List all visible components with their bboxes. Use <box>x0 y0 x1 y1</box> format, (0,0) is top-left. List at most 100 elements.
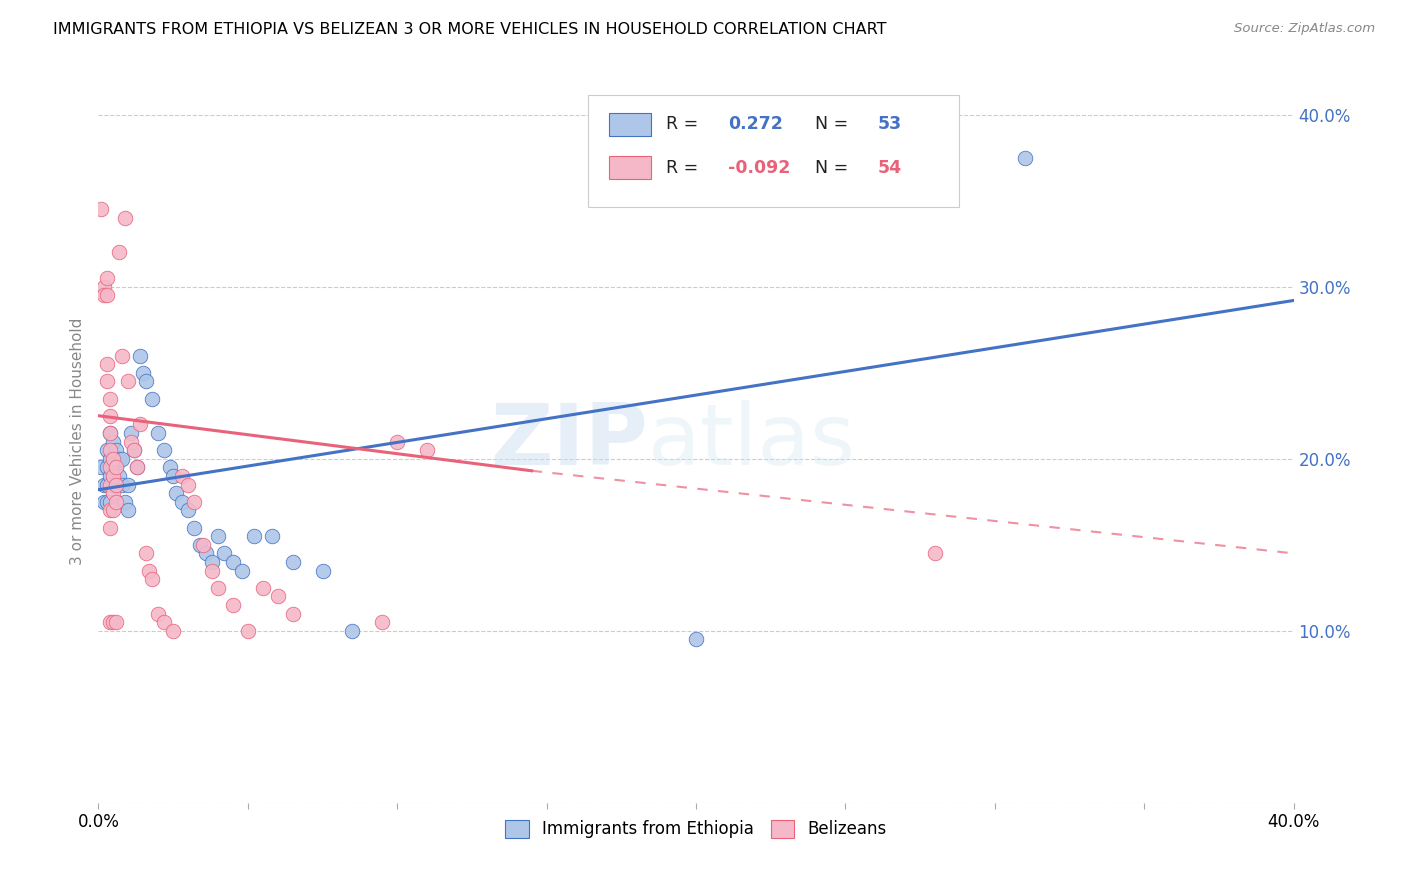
Point <box>148 425 170 440</box>
Point <box>103 469 125 483</box>
Point <box>127 460 149 475</box>
Point <box>103 486 125 500</box>
Point <box>201 564 224 578</box>
Point <box>98 494 122 508</box>
Point <box>153 443 176 458</box>
Point <box>93 494 115 508</box>
Text: 0.272: 0.272 <box>728 115 783 133</box>
Point <box>1014 151 1036 165</box>
Point <box>108 451 131 466</box>
Point <box>127 460 149 475</box>
Point <box>103 503 125 517</box>
Point <box>114 211 136 225</box>
Text: R =: R = <box>666 115 699 133</box>
Point <box>342 624 364 638</box>
Point <box>183 520 205 534</box>
Point <box>105 615 128 630</box>
Point <box>183 494 205 508</box>
Point <box>120 434 142 449</box>
Point <box>108 245 131 260</box>
Point <box>117 477 139 491</box>
Text: atlas: atlas <box>648 400 856 483</box>
FancyBboxPatch shape <box>609 112 651 136</box>
Point <box>177 503 200 517</box>
FancyBboxPatch shape <box>589 95 959 207</box>
Point <box>98 425 122 440</box>
Point <box>96 443 118 458</box>
Point <box>98 615 122 630</box>
Point <box>141 572 163 586</box>
Text: 53: 53 <box>877 115 901 133</box>
Text: Source: ZipAtlas.com: Source: ZipAtlas.com <box>1234 22 1375 36</box>
Point <box>153 615 176 630</box>
Point <box>201 555 224 569</box>
Point <box>177 477 200 491</box>
Text: -0.092: -0.092 <box>728 159 790 177</box>
Point <box>103 451 125 466</box>
Point <box>98 460 122 475</box>
Point <box>111 349 134 363</box>
Point <box>129 417 152 432</box>
Point <box>188 538 211 552</box>
Point <box>117 503 139 517</box>
Point <box>96 375 118 389</box>
Legend: Immigrants from Ethiopia, Belizeans: Immigrants from Ethiopia, Belizeans <box>499 813 893 845</box>
Point <box>96 477 118 491</box>
Point <box>105 460 128 475</box>
Point <box>93 477 115 491</box>
Point <box>162 469 184 483</box>
Point <box>267 590 290 604</box>
Point <box>172 469 194 483</box>
Point <box>212 546 235 560</box>
Point <box>685 632 707 647</box>
FancyBboxPatch shape <box>609 156 651 179</box>
Text: N =: N = <box>815 115 849 133</box>
Point <box>96 357 118 371</box>
Point <box>96 271 118 285</box>
Point <box>191 538 214 552</box>
Point <box>222 598 245 612</box>
Point <box>103 477 125 491</box>
Point <box>98 392 122 406</box>
Point <box>93 279 115 293</box>
Point <box>117 375 139 389</box>
Point <box>162 624 184 638</box>
Point <box>416 443 439 458</box>
Point <box>98 425 122 440</box>
Text: N =: N = <box>815 159 849 177</box>
Point <box>111 477 134 491</box>
Point <box>207 581 229 595</box>
Point <box>243 529 266 543</box>
Text: ZIP: ZIP <box>491 400 648 483</box>
Point <box>371 615 394 630</box>
Point <box>96 494 118 508</box>
Point <box>93 288 115 302</box>
Point <box>252 581 274 595</box>
Point <box>103 615 125 630</box>
Text: R =: R = <box>666 159 699 177</box>
Point <box>98 520 122 534</box>
Point <box>103 460 125 475</box>
Point <box>111 451 134 466</box>
Point <box>135 546 157 560</box>
Point <box>159 460 181 475</box>
Point <box>195 546 218 560</box>
Point <box>138 564 160 578</box>
Point <box>105 460 128 475</box>
Point <box>90 460 112 475</box>
Point <box>148 607 170 621</box>
Point <box>172 494 194 508</box>
Point <box>924 546 946 560</box>
Point <box>96 288 118 302</box>
Point <box>132 366 155 380</box>
Y-axis label: 3 or more Vehicles in Household: 3 or more Vehicles in Household <box>70 318 86 566</box>
Text: IMMIGRANTS FROM ETHIOPIA VS BELIZEAN 3 OR MORE VEHICLES IN HOUSEHOLD CORRELATION: IMMIGRANTS FROM ETHIOPIA VS BELIZEAN 3 O… <box>53 22 887 37</box>
Point <box>124 443 146 458</box>
Point <box>207 529 229 543</box>
Text: 54: 54 <box>877 159 901 177</box>
Point <box>124 443 146 458</box>
Point <box>98 477 122 491</box>
Point <box>90 202 112 217</box>
Point <box>108 469 131 483</box>
Point <box>222 555 245 569</box>
